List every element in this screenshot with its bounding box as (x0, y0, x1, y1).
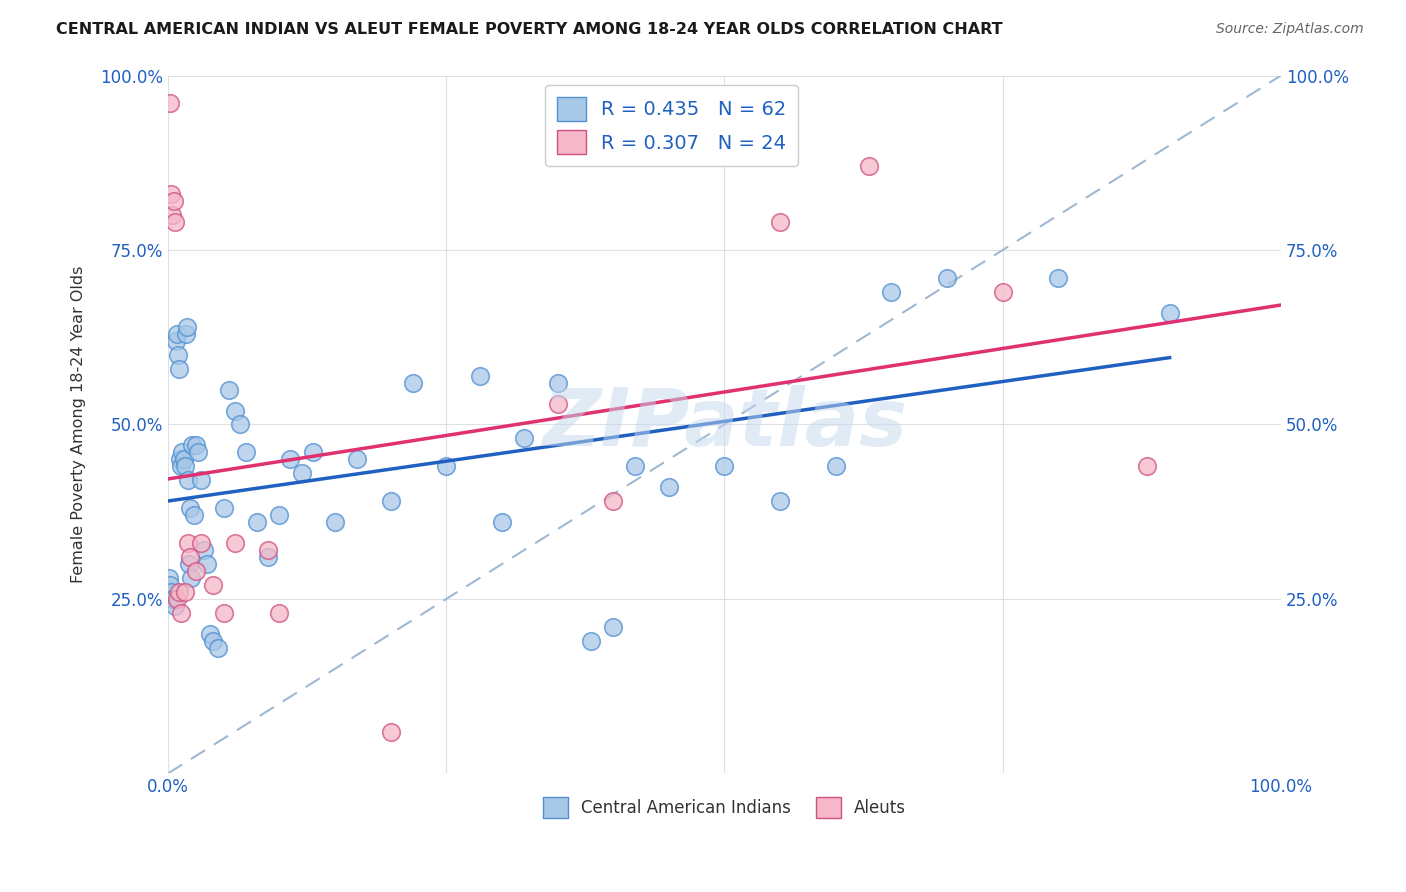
Point (167, 585, 190, 599)
Point (177, 473, 200, 487)
Point (184, 438, 207, 452)
Point (301, 445, 323, 459)
Point (290, 467, 312, 481)
Point (173, 459, 195, 474)
Point (858, 159, 880, 173)
Text: ZIPatlas: ZIPatlas (541, 385, 907, 464)
Point (177, 536, 200, 550)
Point (218, 383, 240, 397)
Point (187, 445, 209, 459)
Point (169, 452, 191, 467)
Point (434, 459, 457, 474)
Point (257, 543, 280, 558)
Text: Source: ZipAtlas.com: Source: ZipAtlas.com (1216, 22, 1364, 37)
Point (162, 591, 184, 606)
Point (991, 285, 1014, 299)
Point (212, 606, 235, 620)
Point (491, 515, 513, 529)
Point (195, 557, 218, 571)
Point (224, 536, 246, 550)
Point (159, 578, 181, 592)
Point (936, 271, 959, 285)
Point (824, 459, 846, 474)
Point (166, 591, 188, 606)
Point (170, 459, 193, 474)
Point (183, 508, 205, 523)
Point (172, 445, 194, 459)
Point (160, 187, 183, 202)
Point (163, 215, 186, 229)
Point (1159, 306, 1181, 320)
Point (207, 640, 229, 655)
Point (602, 620, 624, 634)
Point (257, 550, 280, 565)
Point (547, 396, 569, 410)
Point (184, 564, 207, 578)
Point (547, 376, 569, 390)
Point (513, 432, 536, 446)
Point (269, 606, 291, 620)
Point (174, 326, 197, 341)
Point (224, 403, 246, 417)
Point (190, 473, 212, 487)
Point (181, 438, 204, 452)
Point (280, 452, 302, 467)
Point (1136, 459, 1159, 474)
Legend: Central American Indians, Aleuts: Central American Indians, Aleuts (536, 790, 912, 824)
Point (769, 215, 792, 229)
Text: CENTRAL AMERICAN INDIAN VS ALEUT FEMALE POVERTY AMONG 18-24 YEAR OLDS CORRELATIO: CENTRAL AMERICAN INDIAN VS ALEUT FEMALE … (56, 22, 1002, 37)
Point (166, 326, 188, 341)
Point (1047, 271, 1070, 285)
Point (246, 515, 269, 529)
Point (323, 515, 346, 529)
Point (176, 319, 198, 334)
Point (235, 445, 257, 459)
Point (179, 501, 201, 516)
Point (212, 501, 235, 516)
Point (201, 633, 224, 648)
Point (157, 571, 180, 585)
Point (165, 334, 187, 348)
Point (180, 571, 202, 585)
Point (193, 543, 215, 558)
Point (179, 557, 201, 571)
Point (162, 208, 184, 222)
Y-axis label: Female Poverty Among 18-24 Year Olds: Female Poverty Among 18-24 Year Olds (72, 266, 86, 583)
Point (380, 724, 402, 739)
Point (163, 599, 186, 613)
Point (658, 480, 681, 494)
Point (713, 459, 735, 474)
Point (579, 633, 602, 648)
Point (179, 550, 201, 565)
Point (624, 459, 647, 474)
Point (160, 585, 183, 599)
Point (229, 417, 252, 432)
Point (880, 285, 903, 299)
Point (402, 376, 425, 390)
Point (269, 508, 291, 523)
Point (167, 361, 190, 376)
Point (380, 494, 402, 508)
Point (173, 585, 195, 599)
Point (170, 606, 193, 620)
Point (346, 452, 368, 467)
Point (159, 96, 181, 111)
Point (769, 494, 792, 508)
Point (200, 627, 222, 641)
Point (190, 536, 212, 550)
Point (162, 591, 184, 606)
Point (167, 348, 190, 362)
Point (602, 494, 624, 508)
Point (173, 452, 195, 467)
Point (201, 578, 224, 592)
Point (468, 368, 491, 383)
Point (162, 194, 184, 208)
